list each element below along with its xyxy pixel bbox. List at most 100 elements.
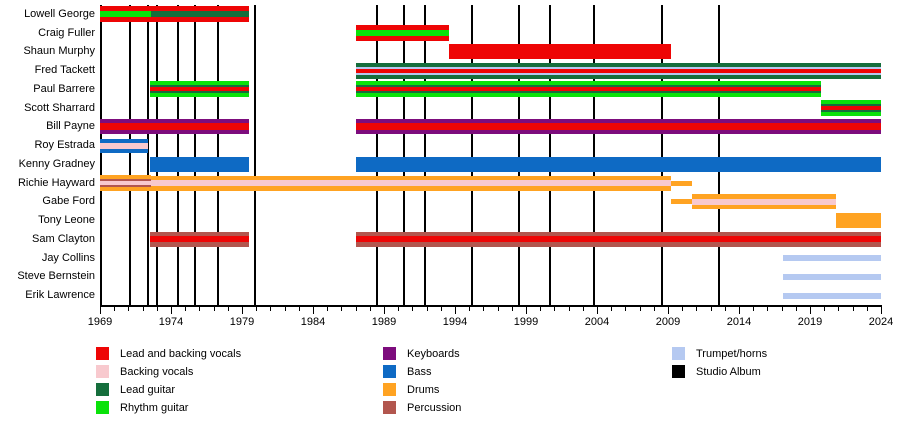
x-axis-minor-tick <box>781 307 783 311</box>
backing-vocals-stripe <box>100 181 152 186</box>
x-axis-tick-label: 2009 <box>655 316 681 328</box>
x-axis-major-tick <box>881 307 882 314</box>
x-axis-major-tick <box>242 307 243 314</box>
x-axis-tick-label: 1969 <box>87 316 113 328</box>
album-marker-line <box>549 5 552 305</box>
album-marker-line <box>718 5 721 305</box>
bass-stripe <box>355 156 881 172</box>
album-marker-line <box>216 5 219 305</box>
legend-label: Lead and backing vocals <box>120 347 242 360</box>
album-marker-line <box>471 5 474 305</box>
keyboards-stripe <box>100 130 250 135</box>
percussion-stripe <box>100 179 152 182</box>
bass-stripe <box>100 138 149 143</box>
legend-label: Rhythm guitar <box>120 401 189 414</box>
x-axis-major-tick <box>313 307 314 314</box>
rhythm-guitar-stripe <box>355 93 822 98</box>
x-axis-minor-tick <box>440 307 442 311</box>
x-axis-tick-label: 2004 <box>584 316 610 328</box>
lead-guitar-stripe <box>355 62 881 67</box>
backing-vocals-stripe <box>692 198 836 205</box>
lead-backing-vocals-stripe <box>355 87 822 92</box>
bass-legend-swatch <box>383 365 396 378</box>
rhythm-guitar-stripe <box>355 81 822 86</box>
x-axis-tick-label: 1974 <box>158 316 184 328</box>
legend-label: Studio Album <box>696 365 761 378</box>
trumpet-horns-legend-swatch <box>672 347 685 360</box>
timeline-bar-segment <box>149 156 250 172</box>
x-axis-tick-label: 1984 <box>300 316 326 328</box>
x-axis-tick-label: 2024 <box>868 316 894 328</box>
album-marker-line <box>402 5 405 305</box>
timeline-bar-segment <box>355 156 881 172</box>
drums-stripe <box>835 213 881 229</box>
percussion-stripe <box>100 185 152 188</box>
backing-vocals-legend-swatch <box>96 365 109 378</box>
timeline-bar-segment <box>449 44 671 60</box>
bass-stripe <box>100 148 149 153</box>
drums-stripe <box>692 204 836 210</box>
lead-guitar-stripe <box>151 11 250 18</box>
member-label: Fred Tackett <box>34 64 95 77</box>
x-axis-minor-tick <box>284 307 286 311</box>
rhythm-guitar-stripe <box>149 81 250 86</box>
lead-backing-vocals-stripe <box>355 236 881 243</box>
album-marker-line <box>147 5 150 305</box>
x-axis-tick-label: 1994 <box>442 316 468 328</box>
percussion-legend-swatch <box>383 401 396 414</box>
album-marker-line <box>194 5 197 305</box>
timeline-bar-segment <box>670 199 693 205</box>
x-axis-minor-tick <box>227 307 229 311</box>
member-label: Lowell George <box>24 7 95 20</box>
timeline-bar-segment <box>783 273 881 280</box>
x-axis-major-tick <box>668 307 669 314</box>
drums-legend-swatch <box>383 383 396 396</box>
album-marker-line <box>155 5 158 305</box>
y-axis-line <box>100 5 102 305</box>
x-axis-minor-tick <box>185 307 187 311</box>
x-axis-minor-tick <box>426 307 428 311</box>
x-axis-minor-tick <box>327 307 329 311</box>
x-axis-minor-tick <box>710 307 712 311</box>
x-axis-minor-tick <box>369 307 371 311</box>
timeline-bar-segment <box>100 175 152 192</box>
timeline-bar-segment <box>835 213 881 229</box>
member-label: Paul Barrere <box>33 82 95 95</box>
timeline-bar-segment <box>783 255 881 262</box>
lead-guitar-stripe <box>821 104 881 107</box>
lead-guitar-stripe <box>149 91 250 94</box>
x-axis-minor-tick <box>412 307 414 311</box>
legend-item: Rhythm guitar <box>96 401 188 414</box>
rhythm-guitar-stripe <box>355 30 450 37</box>
rhythm-guitar-stripe <box>149 93 250 98</box>
x-axis-major-tick <box>810 307 811 314</box>
x-axis-minor-tick <box>511 307 513 311</box>
member-label: Craig Fuller <box>38 26 95 39</box>
album-marker-line <box>517 5 520 305</box>
x-axis-major-tick <box>384 307 385 314</box>
rhythm-guitar-stripe <box>100 11 152 18</box>
member-label: Kenny Gradney <box>18 157 95 170</box>
backing-vocals-stripe <box>100 142 149 149</box>
drums-stripe <box>670 199 693 205</box>
x-axis-minor-tick <box>838 307 840 311</box>
legend-item: Drums <box>383 383 439 396</box>
x-axis-minor-tick <box>398 307 400 311</box>
timeline-bar-segment <box>149 231 250 247</box>
member-label: Erik Lawrence <box>25 289 95 302</box>
lead-backing-vocals-legend-swatch <box>96 347 109 360</box>
album-marker-line <box>593 5 596 305</box>
lead-backing-vocals-stripe <box>151 6 250 12</box>
x-axis-minor-tick <box>199 307 201 311</box>
x-axis-minor-tick <box>142 307 144 311</box>
legend-label: Drums <box>407 383 440 396</box>
bass-stripe <box>149 156 250 172</box>
x-axis-major-tick <box>739 307 740 314</box>
keyboards-stripe <box>100 119 250 124</box>
lead-backing-vocals-stripe <box>355 25 450 31</box>
lead-guitar-stripe <box>821 110 881 113</box>
drums-stripe <box>100 187 152 192</box>
rhythm-guitar-legend-swatch <box>96 401 109 414</box>
timeline-bar-segment <box>100 119 250 135</box>
drums-stripe <box>151 175 671 181</box>
